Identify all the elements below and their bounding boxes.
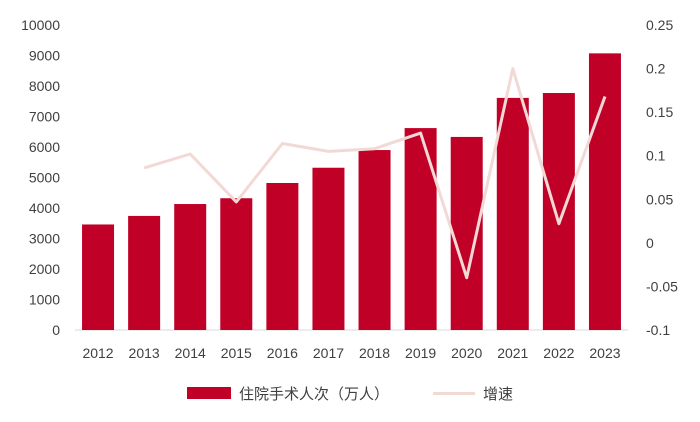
legend-swatch-line xyxy=(433,391,475,395)
x-tick-label: 2018 xyxy=(359,345,390,361)
legend-swatch-bar xyxy=(186,387,231,399)
left-tick-label: 5000 xyxy=(29,170,60,186)
bar-2014 xyxy=(174,204,207,330)
left-tick-label: 0 xyxy=(52,322,60,338)
x-tick-label: 2023 xyxy=(589,345,620,361)
left-tick-label: 4000 xyxy=(29,200,60,216)
bar-2013 xyxy=(128,215,161,330)
x-axis-ticks: 2012 2013 2014 2015 2016 2017 2018 2019 2020 2021… xyxy=(82,345,620,361)
left-tick-label: 8000 xyxy=(29,78,60,94)
left-axis-ticks: 0 1000 2000 3000 4000 5000 6000 7000 8000 9000 100… xyxy=(21,17,60,338)
right-tick-label: -0.05 xyxy=(646,278,678,294)
right-tick-label: 0.15 xyxy=(646,104,673,120)
bar-2012 xyxy=(82,224,115,330)
x-tick-label: 2020 xyxy=(451,345,482,361)
x-tick-label: 2014 xyxy=(175,345,206,361)
x-tick-label: 2016 xyxy=(267,345,298,361)
left-tick-label: 3000 xyxy=(29,231,60,247)
bar-2021 xyxy=(496,97,529,331)
left-tick-label: 9000 xyxy=(29,48,60,64)
right-tick-label: 0.25 xyxy=(646,17,673,33)
left-tick-label: 1000 xyxy=(29,292,60,308)
bar-2016 xyxy=(266,182,299,330)
combo-chart: 0 1000 2000 3000 4000 5000 6000 7000 8000 9000 100… xyxy=(21,17,678,361)
x-tick-label: 2015 xyxy=(221,345,252,361)
x-tick-label: 2017 xyxy=(313,345,344,361)
legend-item-bar: 住院手术人次（万人） xyxy=(186,383,389,404)
x-tick-label: 2012 xyxy=(82,345,113,361)
left-tick-label: 2000 xyxy=(29,261,60,277)
bar-series xyxy=(82,53,621,331)
left-tick-label: 7000 xyxy=(29,109,60,125)
legend-item-line: 增速 xyxy=(433,383,513,404)
right-tick-label: 0.1 xyxy=(646,148,666,164)
left-tick-label: 10000 xyxy=(21,17,60,33)
bar-2015 xyxy=(220,198,253,330)
bar-2022 xyxy=(542,93,575,330)
right-tick-label: 0.05 xyxy=(646,191,673,207)
right-tick-label: -0.1 xyxy=(646,322,670,338)
bar-2019 xyxy=(404,128,437,330)
left-tick-label: 6000 xyxy=(29,139,60,155)
legend: 住院手术人次（万人） 增速 xyxy=(0,378,700,408)
bar-2017 xyxy=(312,167,345,330)
right-tick-label: 0 xyxy=(646,235,654,251)
bar-2023 xyxy=(588,53,621,331)
x-tick-label: 2021 xyxy=(497,345,528,361)
legend-label-bar: 住院手术人次（万人） xyxy=(238,385,389,403)
bar-2018 xyxy=(358,150,391,330)
right-axis-ticks: -0.1 -0.05 0 0.05 0.1 0.15 0.2 0.25 xyxy=(646,17,678,338)
growth-line xyxy=(143,67,607,280)
legend-label-line: 增速 xyxy=(483,385,514,403)
x-tick-label: 2013 xyxy=(129,345,160,361)
x-tick-label: 2022 xyxy=(543,345,574,361)
x-tick-label: 2019 xyxy=(405,345,436,361)
right-tick-label: 0.2 xyxy=(646,61,666,77)
